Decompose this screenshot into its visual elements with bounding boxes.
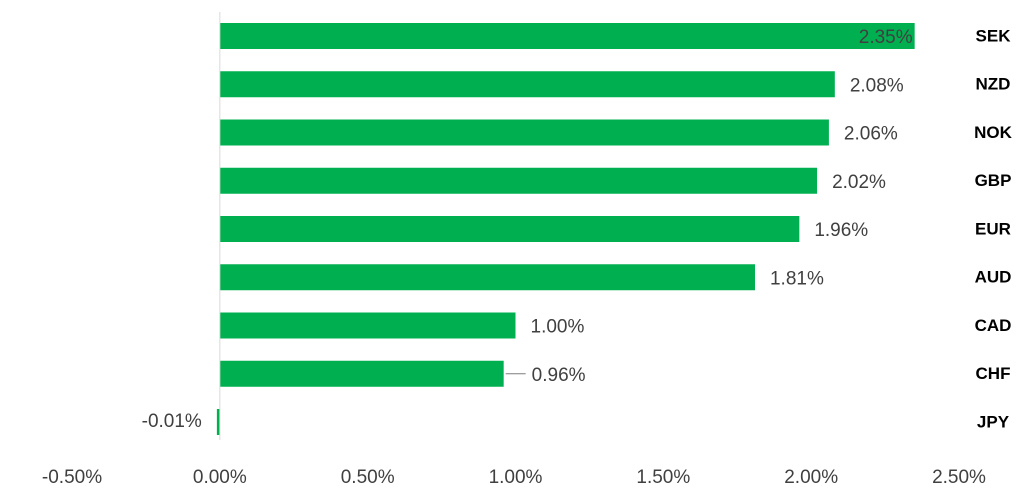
data-label-aud: 1.81% (770, 268, 824, 289)
x-tick-label: -0.50% (42, 467, 102, 488)
x-tick-label: 1.00% (489, 467, 543, 488)
bar-chf (219, 360, 504, 387)
bar-nok (219, 119, 829, 146)
bar-jpy (216, 409, 220, 435)
category-label-cad: CAD (975, 316, 1012, 335)
data-label-sek: 2.35% (859, 27, 913, 48)
category-label-gbp: GBP (975, 171, 1012, 190)
category-label-nzd: NZD (976, 75, 1011, 94)
data-label-nok: 2.06% (844, 124, 898, 145)
bar-eur (219, 216, 800, 242)
category-label-eur: EUR (975, 219, 1011, 238)
x-tick-label: 0.50% (341, 467, 395, 488)
data-label-cad: 1.00% (531, 317, 585, 338)
bar-sek (219, 23, 915, 49)
category-label-jpy: JPY (977, 412, 1010, 431)
category-label-sek: SEK (976, 26, 1012, 45)
x-tick-label: 0.00% (193, 467, 247, 488)
category-labels-group: SEK NZD NOK GBP EUR AUD CAD CHF JPY (974, 26, 1013, 431)
x-tick-label: 2.00% (784, 467, 838, 488)
data-labels-group: 2.35% 2.08% 2.06% 2.02% 1.96% 1.81% 1.00% 0.96%… (142, 27, 913, 432)
data-label-eur: 1.96% (814, 220, 868, 241)
bars-group (216, 23, 915, 435)
category-label-nok: NOK (974, 123, 1013, 142)
x-tick-label: 1.50% (636, 467, 690, 488)
category-label-aud: AUD (975, 268, 1012, 287)
category-label-chf: CHF (976, 364, 1011, 383)
x-tick-label: 2.50% (932, 467, 986, 488)
bar-gbp (219, 167, 818, 194)
data-label-jpy: -0.01% (142, 411, 202, 432)
data-label-gbp: 2.02% (832, 172, 886, 193)
bar-nzd (219, 71, 835, 98)
bar-cad (219, 312, 516, 339)
x-axis-tick-labels: -0.50% 0.00% 0.50% 1.00% 1.50% 2.00% 2.50% (42, 467, 986, 488)
bar-aud (219, 264, 755, 291)
data-label-nzd: 2.08% (850, 75, 904, 96)
data-label-chf: 0.96% (532, 365, 586, 386)
